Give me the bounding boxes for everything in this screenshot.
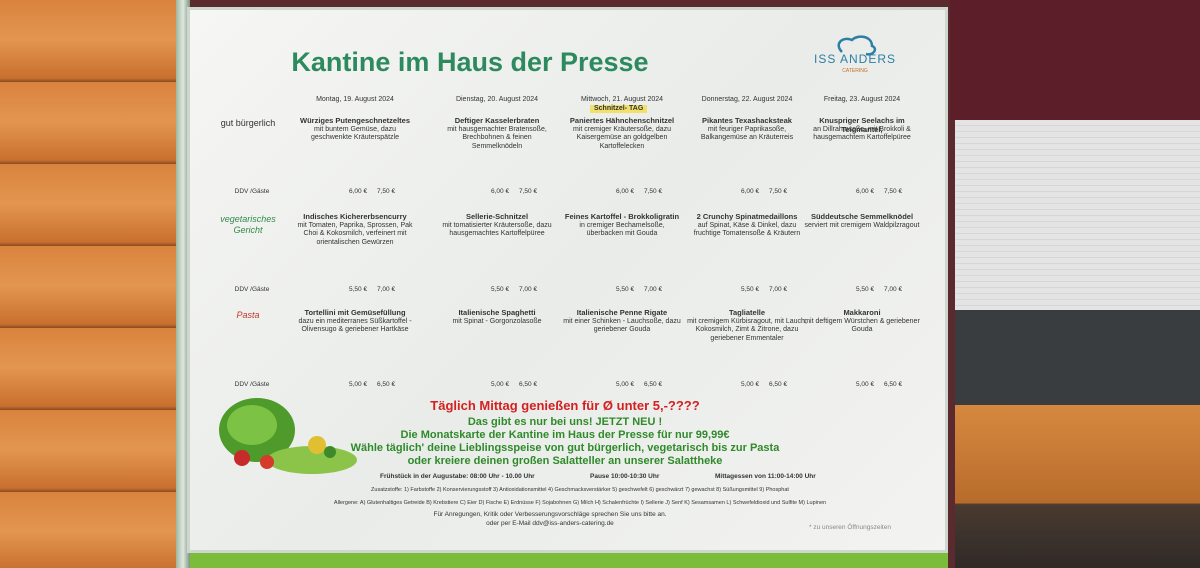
dish-name: Tagliatelle: [728, 308, 766, 317]
price-label: DDV /Gäste: [234, 381, 270, 388]
price: 7,00 €: [769, 286, 788, 293]
dish-desc: auf Spinat, Käse & Dinkel, dazu fruchtig…: [693, 222, 801, 238]
section-label: Pasta: [236, 310, 260, 320]
price: 6,00 €: [491, 188, 510, 195]
price: 7,50 €: [377, 188, 396, 195]
contact: Für Anregungen, Kritik oder Verbesserung…: [433, 511, 667, 518]
dish-desc: mit cremiger Kräutersoße, dazu Kaisergem…: [572, 126, 672, 150]
price: 5,50 €: [741, 286, 760, 293]
badge: Schnitzel- TAG: [590, 105, 648, 114]
promo-line: Das gibt es nur bei uns! JETZT NEU !: [467, 416, 663, 428]
price: 7,00 €: [519, 286, 538, 293]
dish-name: 2 Crunchy Spinatmedaillons: [696, 212, 798, 221]
price: 5,50 €: [491, 286, 510, 293]
counter: [955, 310, 1200, 405]
price: 5,50 €: [349, 286, 368, 293]
dish-name: Makkaroni: [843, 308, 881, 317]
dish-desc: mit feuriger Paprikasoße, Balkangemüse a…: [700, 126, 794, 142]
dish-name: Knuspriger Seelachs im Teigmantel,: [819, 116, 905, 134]
price: 5,00 €: [856, 381, 875, 388]
dish-name: Deftiger Kasselerbraten: [454, 116, 540, 125]
price: 6,00 €: [741, 188, 760, 195]
opening-hours: Mittagessen von 11:00-14:00 Uhr: [715, 473, 816, 480]
pole: [176, 0, 190, 568]
promo-headline: Täglich Mittag genießen für Ø unter 5,-?…: [430, 398, 700, 413]
day-header: Donnerstag, 22. August 2024: [701, 96, 793, 103]
counter-front: [955, 405, 1200, 568]
dish-name: Würziges Putengeschnetzeltes: [299, 116, 411, 125]
price: 5,00 €: [349, 381, 368, 388]
price: 5,00 €: [741, 381, 760, 388]
price: 6,50 €: [519, 381, 538, 388]
dish-name: Feines Kartoffel - Brokkoligratin: [564, 212, 680, 221]
price: 6,50 €: [377, 381, 396, 388]
promo-line: Die Monatskarte der Kantine im Haus der …: [400, 429, 730, 441]
price: 6,00 €: [856, 188, 875, 195]
price: 7,00 €: [377, 286, 396, 293]
title: Kantine im Haus der Presse: [291, 47, 649, 77]
dish-desc: serviert mit cremigem Waldpilzragout: [804, 222, 920, 229]
frame-bar: [190, 550, 948, 568]
email: oder per E-Mail ddv@iss-anders-catering.…: [486, 520, 614, 527]
price: 5,50 €: [856, 286, 875, 293]
dish-name: Paniertes Hähnchenschnitzel: [569, 116, 675, 125]
dish-desc: mit hausgemachter Bratensoße, Brechbohne…: [447, 126, 547, 150]
dish-desc: mit Spinat - Gorgonzolasoße: [452, 318, 542, 325]
price: 5,00 €: [491, 381, 510, 388]
dish-desc: in cremiger Bechamelsoße, überbacken mit…: [579, 222, 665, 238]
price: 6,50 €: [884, 381, 903, 388]
dish-desc: mit Tomaten, Paprika, Sprossen, Pak Choi…: [297, 222, 413, 246]
logo-icon: [837, 35, 877, 56]
promo-line: Wähle täglich' deine Lieblingsspeise von…: [350, 442, 780, 454]
dish-name: Italienische Penne Rigate: [576, 308, 668, 317]
logo: ISS ANDERS: [813, 52, 897, 66]
price: 7,00 €: [644, 286, 663, 293]
day-header: Freitag, 23. August 2024: [823, 96, 901, 103]
dish-desc: mit deftigem Würstchen & geriebener Goud…: [804, 318, 920, 334]
dish-name: Sellerie-Schnitzel: [465, 212, 529, 221]
dish-name: Tortellini mit Gemüsefüllung: [304, 308, 406, 317]
price: 6,50 €: [644, 381, 663, 388]
dish-name: Italienische Spaghetti: [458, 308, 536, 317]
dish-desc: dazu ein mediterranes Süßkartoffel - Oli…: [298, 318, 412, 334]
price: 7,50 €: [519, 188, 538, 195]
dish-desc: mit tomatisierter Kräutersoße, dazu haus…: [442, 222, 552, 238]
section-label: gut bürgerlich: [220, 118, 276, 128]
price: 7,50 €: [769, 188, 788, 195]
day-header: Dienstag, 20. August 2024: [455, 96, 539, 103]
red-wall: [950, 0, 1200, 120]
opening-hours: Frühstück in der Augustabe: 08:00 Uhr - …: [380, 473, 535, 480]
dish-name: Indisches Kichererbsencurry: [303, 212, 407, 221]
price: 7,50 €: [884, 188, 903, 195]
salad-illustration: [219, 398, 357, 474]
price: 5,00 €: [616, 381, 635, 388]
promo-line: oder kreiere deinen großen Salatteller a…: [407, 455, 723, 467]
price: 5,50 €: [616, 286, 635, 293]
shutter: [955, 120, 1200, 310]
price: 6,50 €: [769, 381, 788, 388]
price-label: DDV /Gäste: [234, 188, 270, 195]
price-label: DDV /Gäste: [234, 286, 270, 293]
day-header: Montag, 19. August 2024: [316, 96, 394, 103]
additives: Zusatzstoffe: 1) Farbstoffe 2) Konservie…: [371, 487, 789, 493]
hours-note: * zu unseren Öffnungszeiten: [809, 524, 891, 531]
dish-desc: mit buntem Gemüse, dazu geschwenkte Kräu…: [311, 126, 399, 142]
price: 6,00 €: [349, 188, 368, 195]
logo-sub: CATERING: [842, 68, 868, 74]
allergens: Allergene: A) Glutenhaltiges Getreide B)…: [333, 500, 827, 506]
wood-wall: [0, 0, 182, 568]
dish-desc: mit einer Schinken - Lauchsoße, dazu ger…: [563, 318, 681, 334]
day-header: Mittwoch, 21. August 2024: [580, 96, 664, 103]
price: 7,00 €: [884, 286, 903, 293]
opening-hours: Pause 10:00-10:30 Uhr: [590, 473, 660, 480]
section-label: vegetarisches Gericht: [220, 214, 276, 235]
dish-name: Süddeutsche Semmelknödel: [810, 212, 914, 221]
price: 6,00 €: [616, 188, 635, 195]
price: 7,50 €: [644, 188, 663, 195]
dish-desc: an Dillrahmsoße, mit Brokkoli & hausgema…: [813, 126, 911, 142]
dish-desc: mit cremigem Kürbisragout, mit Lauch, Ko…: [687, 318, 807, 342]
dish-name: Pikantes Texashacksteak: [702, 116, 792, 125]
